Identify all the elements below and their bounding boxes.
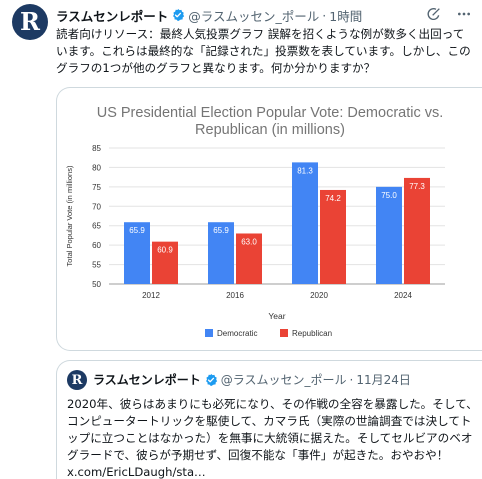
more-options-icon[interactable] (456, 6, 472, 22)
data-label: 81.3 (297, 166, 313, 175)
y-tick-label: 50 (92, 280, 101, 289)
data-label: 74.2 (325, 194, 341, 203)
x-tick-label: 2016 (226, 291, 244, 300)
bar-democratic-2024 (376, 186, 402, 284)
bar-democratic-2020 (292, 162, 318, 284)
separator-dot: · (322, 7, 327, 23)
verified-badge-icon (173, 8, 185, 22)
chart-image[interactable]: US Presidential Election Popular Vote: D… (56, 87, 482, 351)
tweet-header: ラスムセンレポート @ラスムッセン_ポール · 1時間 (56, 6, 362, 24)
grok-icon[interactable] (426, 6, 442, 22)
chart-title-line-2: Republican (in millions) (195, 122, 345, 138)
quote-header: ラスムセンレポート @ラスムッセン_ポール · 11月24日 (93, 371, 411, 388)
bar-republican-2024 (404, 177, 430, 284)
legend-label-republican: Republican (292, 329, 332, 338)
y-axis-label: Total Popular Vote (in millions) (65, 165, 74, 266)
y-tick-label: 60 (92, 241, 101, 250)
data-label: 77.3 (409, 182, 425, 191)
author-name[interactable]: ラスムセンレポート (56, 8, 169, 24)
quoted-tweet[interactable]: R ラスムセンレポート @ラスムッセン_ポール · 11月24日 2020年、彼… (56, 360, 482, 479)
x-tick-label: 2012 (142, 291, 160, 300)
bar-democratic-2016 (208, 222, 234, 284)
x-tick-label: 2024 (394, 291, 412, 300)
y-tick-label: 85 (92, 144, 101, 153)
bar-republican-2020 (320, 189, 346, 284)
header-actions (426, 6, 472, 22)
quote-text: 2020年、彼らはあまりにも必死になり、その作戦の全容を暴露した。そして、コンピ… (67, 397, 478, 479)
x-tick-label: 2020 (310, 291, 328, 300)
quote-author-handle: @ラスムッセン_ポール (220, 373, 347, 387)
tweet-text: 読者向けリソース：最終人気投票グラフ 誤解を招くような例が数多く出回っています。… (56, 27, 471, 75)
bar-democratic-2012 (124, 222, 150, 284)
data-label: 63.0 (241, 237, 257, 246)
quote-author-avatar: R (67, 370, 87, 390)
x-axis-label: Year (268, 311, 285, 321)
y-tick-label: 70 (92, 202, 101, 211)
y-tick-label: 55 (92, 261, 101, 270)
bar-republican-2016 (236, 233, 262, 284)
legend-swatch-democratic (205, 329, 213, 337)
y-tick-label: 80 (92, 163, 101, 172)
data-label: 65.9 (213, 226, 229, 235)
bar-republican-2012 (152, 241, 178, 284)
quote-author-name: ラスムセンレポート (93, 373, 201, 387)
quote-timestamp: 11月24日 (356, 373, 411, 387)
bar-chart: US Presidential Election Popular Vote: D… (65, 105, 445, 338)
legend-swatch-republican (280, 329, 288, 337)
tweet-timestamp[interactable]: 1時間 (329, 8, 363, 24)
chart-title-line-1: US Presidential Election Popular Vote: D… (97, 105, 444, 121)
author-avatar[interactable]: R (12, 4, 48, 40)
data-label: 60.9 (157, 246, 173, 255)
legend-label-democratic: Democratic (217, 329, 257, 338)
data-label: 75.0 (381, 191, 397, 200)
separator-dot: · (349, 372, 354, 387)
author-handle[interactable]: @ラスムッセン_ポール (188, 8, 320, 24)
y-tick-label: 75 (92, 183, 101, 192)
y-tick-label: 65 (92, 222, 101, 231)
data-label: 65.9 (129, 226, 145, 235)
verified-badge-icon (205, 373, 217, 386)
